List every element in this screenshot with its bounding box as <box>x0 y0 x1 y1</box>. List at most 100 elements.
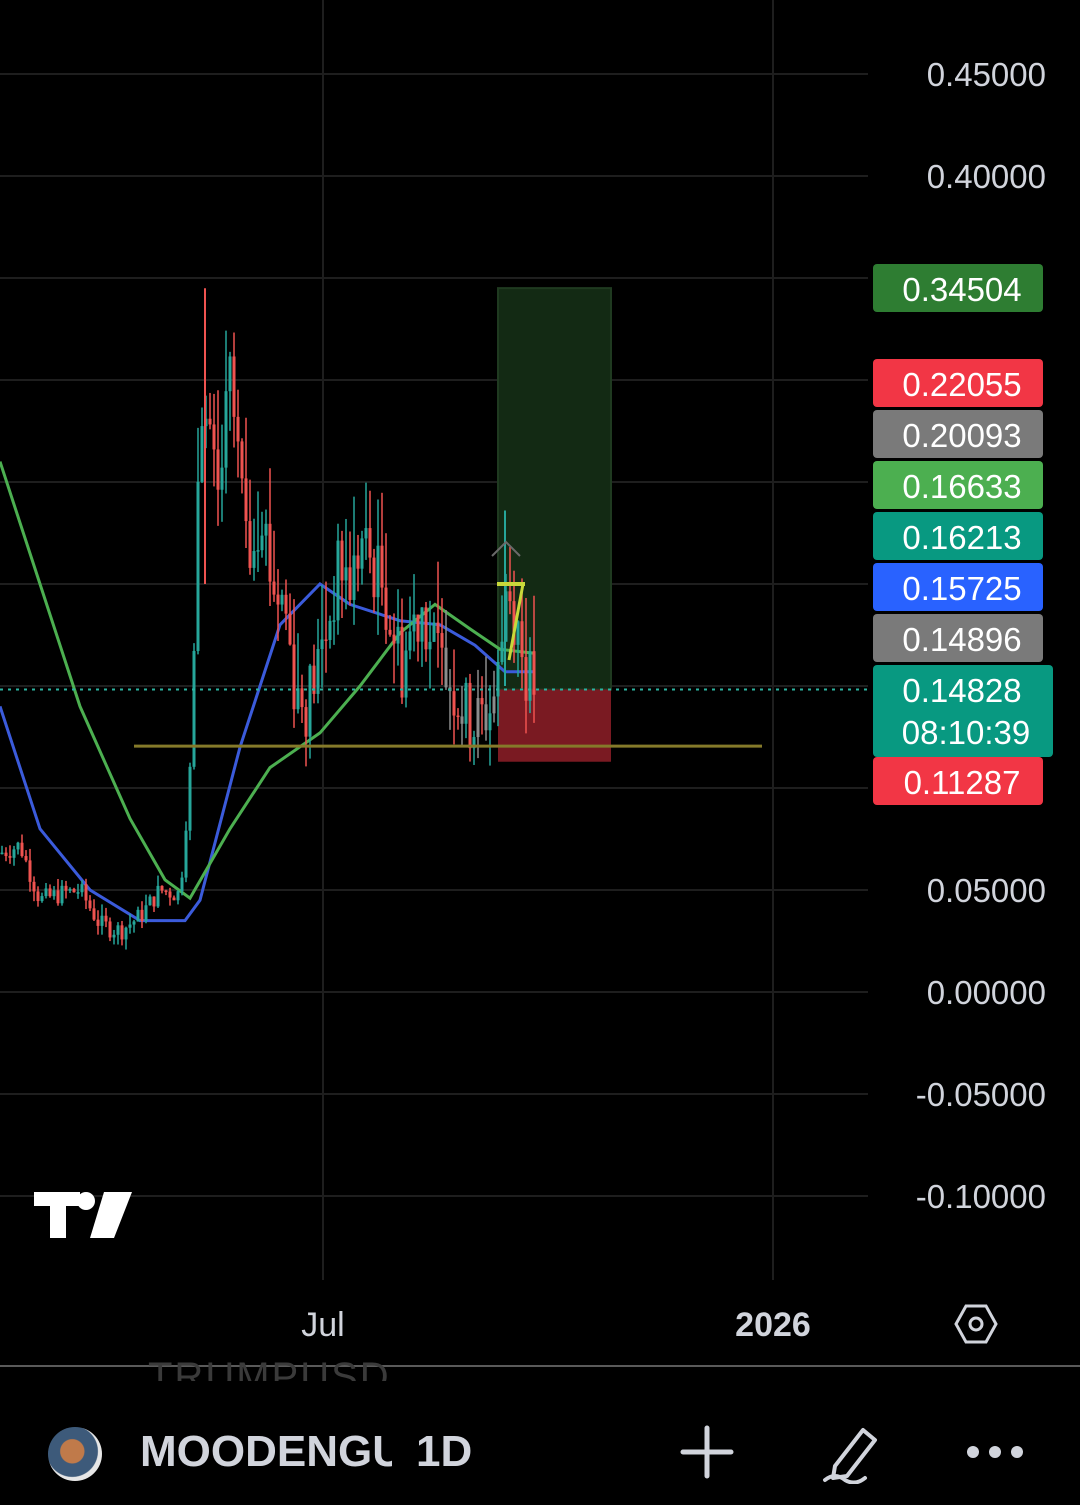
candle-body <box>444 647 448 688</box>
candle-body <box>156 885 160 907</box>
candle-body <box>468 682 472 749</box>
candle-body <box>408 631 412 651</box>
interval-selector[interactable]: 1D <box>416 1427 473 1476</box>
trend-marker <box>507 583 525 661</box>
price-chart[interactable]: 0.45000 0.40000 0.05000 0.00000 -0.05000 -0.1… <box>0 0 1080 1365</box>
candle-body <box>528 651 532 701</box>
price-tag: 0.34504 <box>873 264 1043 312</box>
price-tag-value: 0.16213 <box>902 519 1021 556</box>
candle-body <box>368 528 372 558</box>
price-tag-bg <box>873 665 1053 757</box>
candle-body <box>268 523 272 582</box>
candle-body <box>464 682 468 724</box>
candle-body <box>332 620 336 622</box>
price-tag-value: 0.14828 <box>902 672 1021 709</box>
candle-body <box>28 860 32 882</box>
previous-symbol-ghost: TRUMPUSD <box>148 1355 391 1381</box>
tradingview-logo <box>34 1192 132 1238</box>
candle-body <box>220 467 224 490</box>
candle-body <box>296 688 300 710</box>
pencil-icon[interactable] <box>818 1417 888 1487</box>
candle-body <box>440 633 444 648</box>
candle-body <box>4 852 8 857</box>
candle-body <box>92 908 96 920</box>
price-tag-bg <box>873 614 1043 662</box>
candle-body <box>292 644 296 710</box>
candle-body <box>248 521 252 568</box>
moving-average-2 <box>0 461 536 901</box>
candle-body <box>20 842 24 857</box>
candle-body <box>260 535 264 551</box>
candle-body <box>236 416 240 442</box>
candle-body <box>316 649 320 694</box>
candle-body <box>524 657 528 701</box>
candle-body <box>136 909 140 922</box>
candle-body <box>356 555 360 569</box>
candle-body <box>376 545 380 598</box>
y-tick-label: -0.05000 <box>916 1076 1046 1113</box>
price-tag: 0.16213 <box>873 512 1043 560</box>
candle-body <box>120 925 124 940</box>
candle-body <box>516 621 520 645</box>
candle-body <box>272 581 276 595</box>
candle-body <box>360 538 364 569</box>
candle-body <box>224 391 228 468</box>
candle-body <box>12 849 16 858</box>
candle-body <box>472 737 476 749</box>
candle-body <box>80 884 84 893</box>
candle-body <box>432 622 436 642</box>
price-tag: 0.20093 <box>873 410 1043 458</box>
more-dots-icon[interactable] <box>960 1417 1030 1487</box>
candle-body <box>64 885 68 891</box>
candle-body <box>244 478 248 522</box>
candle-body <box>300 688 304 708</box>
candle-body <box>140 909 144 921</box>
candle-body <box>32 881 36 892</box>
price-tag-bg <box>873 264 1043 312</box>
candle-body <box>488 713 492 731</box>
candle-body <box>240 441 244 479</box>
plus-icon[interactable] <box>672 1417 742 1487</box>
candle-body <box>40 896 44 902</box>
candle-body <box>396 626 400 644</box>
candle-body <box>44 888 48 897</box>
chart-settings-icon[interactable] <box>954 1304 998 1344</box>
price-tag-bg <box>873 563 1043 611</box>
price-tag-bg <box>873 410 1043 458</box>
candle-body <box>484 704 488 731</box>
candle-body <box>0 852 4 855</box>
price-tag: 0.14896 <box>873 614 1043 662</box>
price-tag-bg <box>873 757 1043 805</box>
y-tick-label: 0.05000 <box>927 872 1046 909</box>
chart-area[interactable]: 0.45000 0.40000 0.05000 0.00000 -0.05000 -0.1… <box>0 0 1080 1365</box>
price-tag-countdown: 08:10:39 <box>902 714 1030 751</box>
price-tag-value: 0.34504 <box>902 271 1021 308</box>
candle-body <box>340 540 344 581</box>
candle-body <box>16 842 20 850</box>
candle-body <box>128 924 132 928</box>
y-tick-label: 0.45000 <box>927 56 1046 93</box>
candle-body <box>476 698 480 738</box>
candle-body <box>188 766 192 831</box>
symbol-avatar[interactable] <box>48 1427 102 1481</box>
y-tick-label: -0.10000 <box>916 1178 1046 1215</box>
price-tag-bg <box>873 359 1043 407</box>
candle-body <box>212 424 216 450</box>
candle-body <box>180 877 184 892</box>
x-tick-label: 2026 <box>735 1306 811 1344</box>
y-tick-label: 0.40000 <box>927 158 1046 195</box>
candle-body <box>112 934 116 938</box>
symbol-name[interactable]: MOODENGUSD <box>140 1427 392 1476</box>
candle-body <box>88 900 92 909</box>
candle-body <box>372 557 376 598</box>
price-tag-value: 0.20093 <box>902 417 1021 454</box>
price-tag-value: 0.14896 <box>902 621 1021 658</box>
candle-body <box>184 830 188 878</box>
candle-body <box>512 601 516 645</box>
candle-body <box>276 594 280 605</box>
candle-body <box>496 662 500 697</box>
candle-body <box>416 614 420 642</box>
candle-body <box>320 639 324 650</box>
price-tag-bg <box>873 461 1043 509</box>
price-tag-value: 0.11287 <box>904 764 1021 801</box>
